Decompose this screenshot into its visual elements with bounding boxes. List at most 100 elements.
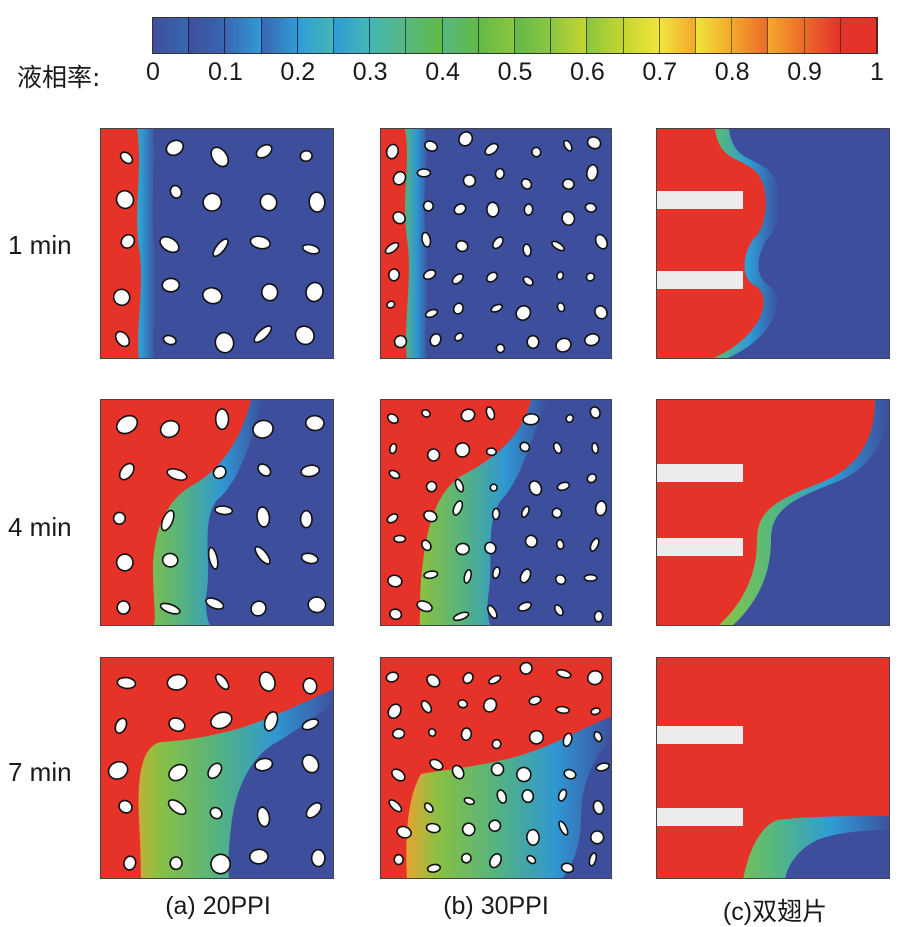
- foam-ligament: [491, 566, 501, 580]
- row-label-1min: 1 min: [8, 230, 72, 260]
- colorbar-segment: [297, 18, 334, 53]
- foam-ligament: [490, 303, 504, 313]
- foam-ligament: [554, 574, 567, 586]
- foam-ligament: [460, 727, 473, 742]
- foam-ligament: [115, 553, 134, 572]
- foam-ligament: [485, 447, 497, 457]
- fin: [657, 726, 743, 744]
- panel-20ppi-1min: [100, 128, 334, 359]
- foam-ligament: [118, 799, 133, 814]
- foam-ligament: [523, 203, 534, 216]
- foam-ligament: [205, 597, 225, 610]
- panel-30ppi-7min: [380, 657, 612, 879]
- foam-ligament: [159, 602, 181, 615]
- foam-ligament: [488, 819, 502, 833]
- foam-ligament: [553, 604, 564, 617]
- foam-ligament: [392, 211, 406, 225]
- foam-ligament: [391, 768, 406, 782]
- foam-ligament: [426, 448, 441, 462]
- foam-ligament: [556, 271, 565, 281]
- foam-ligament: [482, 697, 498, 713]
- colorbar-segment: [515, 18, 552, 53]
- foam-ligament: [489, 483, 498, 492]
- foam-ligament: [256, 506, 271, 528]
- foam-ligament: [522, 275, 534, 287]
- foam-ligament: [453, 332, 464, 342]
- fin: [657, 538, 743, 556]
- foam-ligament: [116, 600, 131, 615]
- foam-ligament: [393, 534, 407, 544]
- legend-label: 液相率:: [17, 63, 101, 92]
- foam-ligament: [528, 729, 544, 745]
- foam-ligament: [595, 762, 610, 772]
- foam-ligament: [589, 830, 605, 845]
- foam-ligament: [112, 511, 127, 525]
- foam-ligament: [249, 848, 269, 865]
- colorbar-segment: [587, 18, 624, 53]
- foam-ligament: [589, 537, 600, 552]
- foam-ligament: [420, 700, 433, 714]
- fin: [657, 464, 743, 482]
- foam-ligament: [254, 757, 274, 772]
- foam-ligament: [385, 143, 400, 160]
- foam-ligament: [455, 542, 470, 556]
- colorbar-tick-label: 0.8: [714, 58, 750, 86]
- colorbar-segment: [370, 18, 407, 53]
- foam-ligament: [387, 574, 403, 588]
- foam-ligament: [301, 754, 320, 774]
- liquid-region: [381, 658, 611, 878]
- foam-ligament: [429, 332, 442, 347]
- foam-ligament: [517, 601, 532, 612]
- foam-ligament: [115, 414, 139, 435]
- foam-ligament: [209, 806, 223, 820]
- foam-ligament: [107, 760, 129, 780]
- foam-ligament: [458, 131, 474, 147]
- foam-ligament: [424, 308, 439, 319]
- colorbar-segment: [840, 18, 877, 53]
- foam-ligament: [300, 552, 319, 565]
- foam-ligament: [256, 806, 271, 828]
- foam-ligament: [299, 149, 313, 163]
- colorbar-tick-label: 0.3: [352, 58, 388, 86]
- colorbar-segment: [189, 18, 226, 53]
- foam-ligament: [594, 233, 609, 250]
- foam-ligament: [484, 142, 499, 156]
- foam-ligament: [586, 473, 597, 484]
- foam-ligament: [489, 853, 502, 869]
- foam-ligament: [463, 797, 476, 806]
- foam-ligament: [593, 730, 603, 743]
- foam-ligament: [165, 139, 185, 157]
- colorbar-segment: [334, 18, 371, 53]
- foam-ligament: [423, 140, 439, 152]
- panel-20ppi-7min: [100, 657, 334, 879]
- foam-ligament: [526, 854, 537, 865]
- foam-ligament: [386, 513, 399, 524]
- liquid-region: [381, 400, 531, 625]
- liquid-fraction-contour: [381, 658, 611, 878]
- foam-ligament: [585, 272, 596, 282]
- foam-ligament: [214, 673, 230, 691]
- foam-ligament: [491, 507, 501, 521]
- foam-ligament: [528, 480, 543, 496]
- foam-ligament: [425, 480, 438, 493]
- foam-ligament: [302, 677, 318, 695]
- foam-ligament: [457, 699, 469, 709]
- foam-ligament: [387, 703, 402, 719]
- foam-ligament: [584, 333, 600, 347]
- foam-ligament: [515, 304, 532, 322]
- foam-ligament: [455, 240, 469, 253]
- foam-ligament: [586, 136, 602, 150]
- liquid-fraction-contour: [381, 129, 611, 358]
- foam-ligament: [453, 203, 467, 216]
- foam-ligament: [562, 732, 573, 748]
- foam-ligament: [391, 728, 406, 740]
- foam-ligament: [562, 178, 575, 190]
- foam-ligament: [492, 236, 504, 250]
- foam-ligament: [421, 231, 432, 248]
- foam-ligament: [169, 856, 183, 871]
- foam-ligament: [427, 728, 437, 737]
- panel-20ppi-4min: [100, 399, 334, 626]
- colorbar-tick-label: 0: [146, 58, 160, 86]
- foam-ligament: [299, 509, 313, 529]
- panel-30ppi-4min: [380, 399, 612, 626]
